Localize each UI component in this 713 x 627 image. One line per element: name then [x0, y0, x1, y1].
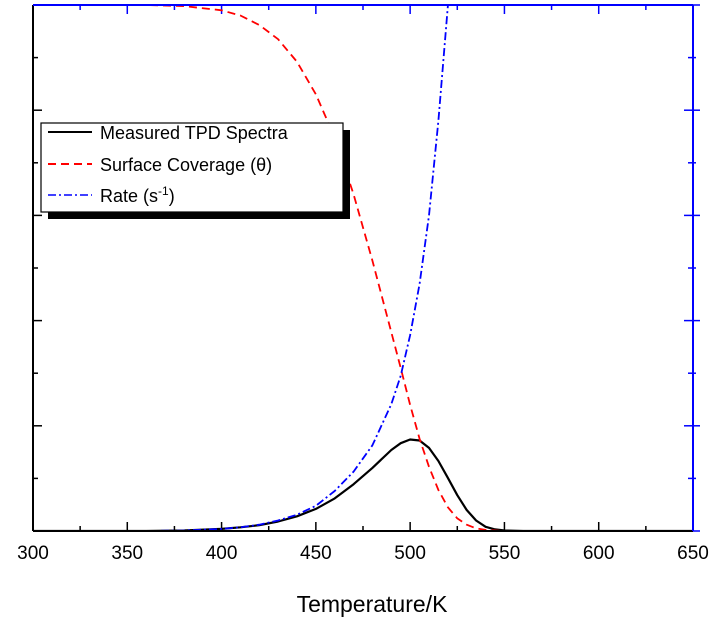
tick-labels: 300 350 400 450 500 550 600 650 — [17, 543, 709, 564]
rate-label-close: ) — [169, 186, 175, 206]
x-tick-label: 500 — [394, 543, 426, 564]
x-tick-label: 350 — [111, 543, 143, 564]
legend-label-rate: Rate (s-1) — [100, 184, 175, 206]
legend-box — [40, 122, 344, 213]
x-tick-label: 450 — [300, 543, 332, 564]
legend-label-rate-text: Rate (s-1) — [100, 184, 175, 206]
axes — [32, 4, 694, 532]
legend-label-measured: Measured TPD Spectra — [100, 123, 289, 143]
x-tick-label: 650 — [677, 543, 709, 564]
x-axis-title: Temperature/K — [297, 591, 449, 617]
rate-label-superscript: -1 — [158, 184, 169, 198]
x-tick-label: 550 — [489, 543, 521, 564]
rate-label-base: Rate (s — [100, 186, 158, 206]
legend: Measured TPD Spectra Surface Coverage (θ… — [40, 122, 350, 219]
legend-label-coverage: Surface Coverage (θ) — [100, 155, 272, 175]
x-tick-label: 300 — [17, 543, 49, 564]
x-tick-label: 600 — [583, 543, 615, 564]
x-tick-label: 400 — [206, 543, 238, 564]
